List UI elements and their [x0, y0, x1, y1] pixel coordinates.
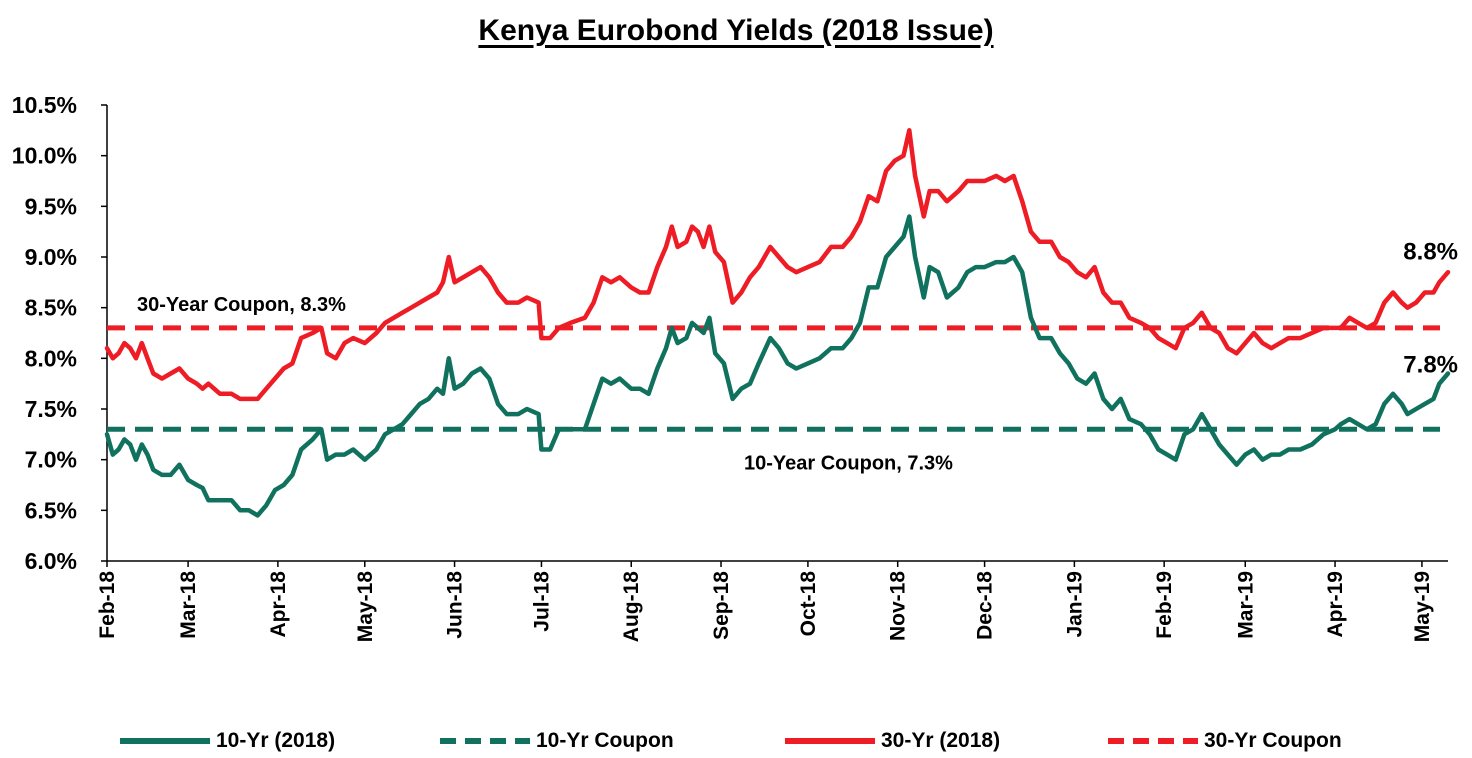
x-tick-label: Feb-19: [1153, 571, 1176, 639]
annotation-30yr-last-value: 8.8%: [1403, 238, 1458, 265]
legend-item-30-yr-2018: 30-Yr (2018): [785, 724, 1000, 758]
legend-label: 10-Yr Coupon: [536, 729, 674, 752]
series-line-10-yr-2018: [104, 214, 1451, 518]
y-tick-label: 7.0%: [25, 447, 77, 473]
legend: 10-Yr (2018) 10-Yr Coupon 30-Yr (2018) 30-Y…: [0, 724, 1472, 758]
legend-label: 30-Yr (2018): [881, 729, 1001, 752]
x-tick-label: Oct-18: [797, 571, 820, 637]
y-tick-label: 8.0%: [25, 345, 77, 371]
legend-swatch-10-yr-2018: [120, 738, 210, 744]
series-lines: [104, 128, 1451, 518]
x-tick-label: May-18: [354, 571, 377, 643]
x-tick-label: Feb-18: [96, 571, 119, 639]
legend-label: 10-Yr (2018): [216, 729, 336, 752]
series-line-30-yr-2018: [104, 128, 1451, 402]
y-tick-label: 6.0%: [25, 548, 77, 574]
x-tick-label: Mar-19: [1234, 571, 1257, 639]
x-tick-label: Mar-18: [177, 571, 200, 639]
y-tick-label: 7.5%: [25, 396, 77, 422]
x-tick-label: Aug-18: [620, 571, 643, 642]
x-tick-label: Nov-18: [887, 571, 910, 641]
legend-label: 30-Yr Coupon: [1204, 729, 1342, 752]
x-tick-label: Jan-19: [1063, 571, 1086, 638]
y-tick-label: 8.5%: [25, 295, 77, 321]
legend-item-30-yr-coupon: 30-Yr Coupon: [1108, 724, 1342, 758]
legend-item-10-yr-2018: 10-Yr (2018): [120, 724, 335, 758]
annotation-30yr-coupon: 30-Year Coupon, 8.3%: [137, 294, 346, 316]
x-tick-label: Sep-18: [710, 571, 733, 640]
chart-plot-area: 6.0% 6.5% 7.0% 7.5% 8.0% 8.5% 9.0% 9.5% 10.0% 10.…: [12, 92, 1458, 643]
x-tick-label: May-19: [1411, 571, 1434, 642]
x-axis: Feb-18 Mar-18 Apr-18 May-18 Jun-18 Jul-18 Aug-…: [96, 560, 1448, 643]
y-tick-label: 10.0%: [12, 143, 77, 169]
y-tick-label: 9.5%: [25, 193, 77, 219]
y-tick-label: 6.5%: [25, 497, 77, 523]
x-tick-label: Jul-18: [530, 571, 553, 632]
annotation-10yr-coupon: 10-Year Coupon, 7.3%: [744, 452, 953, 474]
y-tick-label: 9.0%: [25, 244, 77, 270]
y-axis: 6.0% 6.5% 7.0% 7.5% 8.0% 8.5% 9.0% 9.5% 10.0% 10.…: [12, 92, 108, 574]
legend-swatch-30-yr-coupon: [1108, 738, 1198, 744]
y-tick-label: 10.5%: [12, 92, 77, 118]
legend-swatch-10-yr-coupon: [440, 738, 530, 744]
legend-swatch-30-yr-2018: [785, 738, 875, 744]
x-tick-label: Apr-18: [267, 571, 290, 638]
legend-item-10-yr-coupon: 10-Yr Coupon: [440, 724, 674, 758]
annotations: 30-Year Coupon, 8.3% 10-Year Coupon, 7.3%…: [137, 238, 1458, 474]
x-tick-label: Jun-18: [444, 571, 467, 639]
chart-title: Kenya Eurobond Yields (2018 Issue): [478, 14, 994, 47]
x-tick-label: Apr-19: [1324, 571, 1347, 638]
annotation-10yr-last-value: 7.8%: [1403, 352, 1458, 379]
x-tick-label: Dec-18: [974, 571, 997, 640]
